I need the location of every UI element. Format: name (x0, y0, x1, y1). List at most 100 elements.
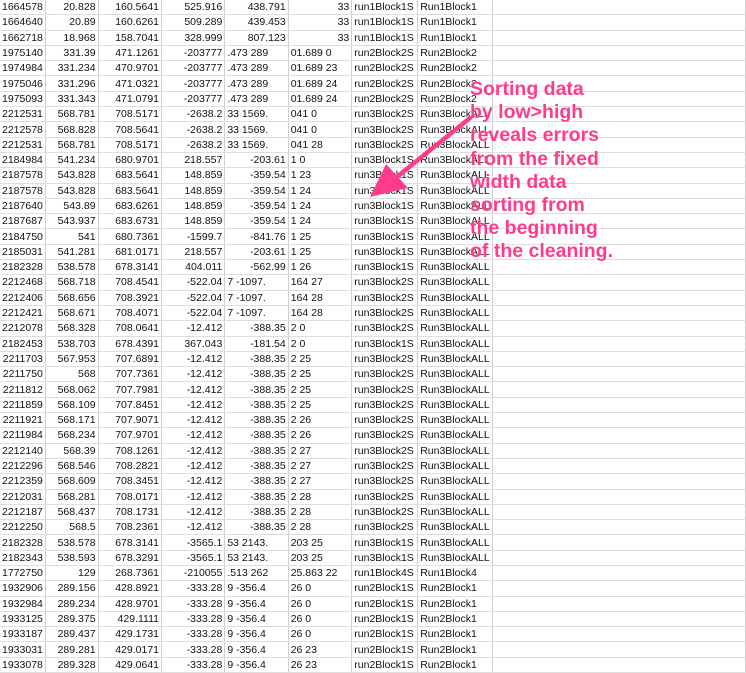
table-cell[interactable]: 2 27 (288, 458, 353, 475)
table-cell[interactable]: 1 24 (288, 198, 353, 215)
table-cell[interactable]: 683.5641 (98, 183, 163, 199)
table-cell[interactable]: 568.328 (45, 320, 99, 337)
table-cell[interactable]: 543.828 (45, 183, 99, 199)
table-cell[interactable]: Run2Block1 (417, 641, 493, 658)
table-cell[interactable]: 2184984 (0, 152, 46, 169)
table-cell[interactable]: 2212031 (0, 489, 46, 505)
table-cell[interactable]: 01.689 24 (288, 75, 353, 92)
table-cell[interactable]: 331.296 (45, 75, 99, 92)
table-cell[interactable]: -12.412 (161, 366, 226, 383)
table-cell[interactable]: -12.412 (161, 504, 226, 521)
table-cell[interactable]: 568.656 (45, 290, 99, 306)
table-cell[interactable]: .513 262 (224, 565, 289, 582)
table-cell[interactable]: 041 28 (288, 137, 353, 153)
table-cell[interactable]: 218.557 (161, 244, 226, 261)
table-cell[interactable]: 708.1261 (98, 443, 163, 459)
table-cell[interactable]: Run3BlockALL (417, 473, 493, 490)
table-cell[interactable]: -12.412 (161, 489, 226, 505)
table-cell[interactable]: run2Block1S (351, 596, 419, 612)
table-cell[interactable]: 367.043 (161, 336, 226, 352)
table-cell[interactable]: 404.011 (161, 259, 226, 276)
table-cell[interactable]: 429.0171 (98, 641, 163, 658)
table-cell[interactable]: 707.9701 (98, 427, 163, 444)
table-cell[interactable]: -388.35 (224, 504, 289, 521)
table-cell[interactable]: run3Block2S (351, 519, 419, 536)
table-cell[interactable]: Run3BlockALL (417, 534, 493, 551)
table-cell-empty[interactable] (492, 244, 746, 261)
table-cell[interactable]: -210055 (161, 565, 226, 582)
table-cell-empty[interactable] (492, 0, 746, 16)
table-cell[interactable]: -388.35 (224, 489, 289, 505)
table-cell[interactable]: 2182453 (0, 336, 46, 352)
table-cell[interactable]: -388.35 (224, 366, 289, 383)
table-cell[interactable]: -12.412 (161, 473, 226, 490)
table-cell-empty[interactable] (492, 366, 746, 383)
table-cell[interactable]: -388.35 (224, 443, 289, 459)
table-cell[interactable]: 1 25 (288, 228, 353, 245)
table-cell[interactable]: run3Block2S (351, 106, 419, 123)
table-cell-empty[interactable] (492, 183, 746, 199)
table-cell[interactable]: 1 0 (288, 152, 353, 169)
table-cell[interactable]: 1 24 (288, 213, 353, 230)
table-cell[interactable]: 678.4391 (98, 336, 163, 352)
table-cell-empty[interactable] (492, 167, 746, 184)
table-cell[interactable]: 2212531 (0, 137, 46, 153)
table-cell[interactable]: run1Block1S (351, 14, 419, 31)
table-cell-empty[interactable] (492, 565, 746, 582)
table-cell[interactable]: 289.375 (45, 611, 99, 628)
table-cell[interactable]: Run2Block2 (417, 91, 493, 108)
table-cell[interactable]: -388.35 (224, 397, 289, 414)
table-cell[interactable]: 1974984 (0, 60, 46, 77)
table-cell[interactable]: -522.04 (161, 305, 226, 322)
table-cell[interactable]: Run3BlockALL (417, 198, 493, 215)
table-cell[interactable]: 708.0641 (98, 320, 163, 337)
table-cell[interactable]: Run3BlockALL (417, 290, 493, 306)
table-cell-empty[interactable] (492, 381, 746, 398)
table-cell[interactable]: run3Block1S (351, 213, 419, 230)
table-cell-empty[interactable] (492, 198, 746, 215)
table-cell[interactable]: -12.412 (161, 320, 226, 337)
table-cell[interactable]: 680.7361 (98, 228, 163, 245)
table-cell[interactable]: 26 23 (288, 641, 353, 658)
table-cell[interactable]: 2212531 (0, 106, 46, 123)
table-cell[interactable]: 708.5171 (98, 106, 163, 123)
table-cell[interactable]: 1 26 (288, 259, 353, 276)
table-cell[interactable]: .473 289 (224, 75, 289, 92)
table-cell[interactable]: run3Block2S (351, 305, 419, 322)
table-cell[interactable]: 1933125 (0, 611, 46, 628)
table-cell[interactable]: Run1Block1 (417, 14, 493, 31)
table-cell[interactable]: Run1Block1 (417, 30, 493, 46)
table-cell[interactable]: 429.1731 (98, 626, 163, 643)
table-cell[interactable]: 678.3141 (98, 259, 163, 276)
table-cell[interactable]: 707.6891 (98, 351, 163, 368)
table-cell[interactable]: -203777 (161, 91, 226, 108)
table-cell[interactable]: run3Block2S (351, 274, 419, 291)
table-cell[interactable]: 568.171 (45, 412, 99, 429)
table-cell[interactable]: -2638.2 (161, 106, 226, 123)
table-cell[interactable]: -359.54 (224, 167, 289, 184)
table-cell[interactable]: -203777 (161, 60, 226, 77)
table-cell[interactable]: run3Block2S (351, 320, 419, 337)
table-cell[interactable]: Run3BlockALL (417, 412, 493, 429)
table-cell[interactable]: run1Block4S (351, 565, 419, 582)
table-cell[interactable]: run2Block1S (351, 641, 419, 658)
table-cell[interactable]: 2212468 (0, 274, 46, 291)
table-cell-empty[interactable] (492, 580, 746, 597)
table-cell[interactable]: 2211921 (0, 412, 46, 429)
table-cell[interactable]: 2 28 (288, 519, 353, 536)
table-cell-empty[interactable] (492, 351, 746, 368)
table-cell[interactable]: 26 0 (288, 596, 353, 612)
table-cell[interactable]: -1599.7 (161, 228, 226, 245)
table-cell[interactable]: 471.0321 (98, 75, 163, 92)
table-cell[interactable]: 2212187 (0, 504, 46, 521)
table-cell[interactable]: 331.343 (45, 91, 99, 108)
table-cell[interactable]: .473 289 (224, 45, 289, 62)
table-cell[interactable]: 439.453 (224, 14, 289, 31)
table-cell[interactable]: 2212406 (0, 290, 46, 306)
table-cell[interactable]: 2212078 (0, 320, 46, 337)
table-cell[interactable]: Run2Block1 (417, 596, 493, 612)
table-cell[interactable]: 707.7981 (98, 381, 163, 398)
table-cell[interactable]: 25.863 22 (288, 565, 353, 582)
table-cell[interactable]: 708.3921 (98, 290, 163, 306)
table-cell[interactable]: 2 25 (288, 381, 353, 398)
